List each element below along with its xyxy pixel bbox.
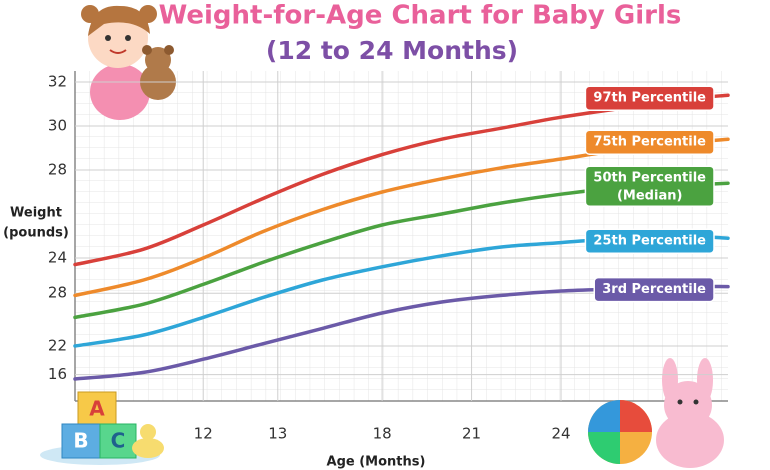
y-tick-label: 24 xyxy=(48,249,67,267)
x-axis-title: Age (Months) xyxy=(327,455,426,470)
legend-box xyxy=(593,276,715,303)
y-tick-label: 28 xyxy=(48,284,67,302)
ball-and-bunny-illustration xyxy=(588,358,724,468)
svg-text:B: B xyxy=(73,429,88,453)
svg-text:A: A xyxy=(89,397,105,421)
legend-entry: 97th Percentile xyxy=(584,85,715,111)
legend-box xyxy=(584,228,715,254)
y-tick-label: 22 xyxy=(48,337,67,355)
legend-entry: 50th Percentile (Median) xyxy=(584,165,715,207)
x-tick-label: 12 xyxy=(194,425,213,443)
legend-entry: 3rd Percentile xyxy=(593,276,715,303)
blocks-illustration: A B C xyxy=(40,391,164,465)
legend-box xyxy=(584,129,715,155)
legend-box xyxy=(584,165,715,207)
legend-label: 75th Percentile xyxy=(593,135,706,150)
chart-subtitle: (12 to 24 Months) xyxy=(266,36,518,65)
y-tick-label: 16 xyxy=(48,365,67,383)
x-tick-label: 13 xyxy=(268,425,287,443)
x-tick-label: 18 xyxy=(373,425,392,443)
legend-note: (Median) xyxy=(617,189,682,204)
svg-text:C: C xyxy=(111,429,126,453)
legend-entry: 75th Percentile xyxy=(584,129,715,155)
x-tick-label: 21 xyxy=(462,425,481,443)
legend-entry: 25th Percentile xyxy=(584,228,715,254)
baby-illustration xyxy=(81,5,176,120)
legend-label: 3rd Percentile xyxy=(602,282,706,297)
y-axis-title: Weight xyxy=(10,206,62,221)
legend-label: 25th Percentile xyxy=(593,234,706,249)
y-tick-label: 28 xyxy=(48,161,67,179)
chart-title: Weight-for-Age Chart for Baby Girls xyxy=(159,1,682,31)
legend-label: 50th Percentile xyxy=(593,171,706,186)
y-axis-title: (pounds) xyxy=(3,226,69,241)
x-tick-label: 24 xyxy=(551,425,570,443)
legend-box xyxy=(584,85,715,111)
y-tick-label: 30 xyxy=(48,117,67,135)
legend-label: 97th Percentile xyxy=(593,91,706,106)
y-tick-label: 32 xyxy=(48,73,67,91)
